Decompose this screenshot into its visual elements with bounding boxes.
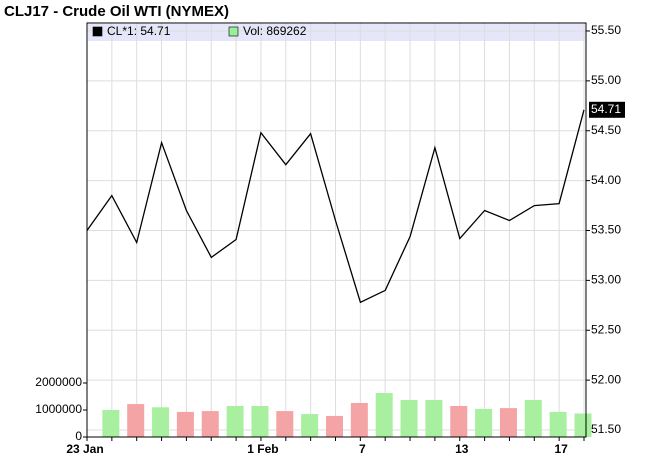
volume-bar <box>375 392 393 437</box>
separator: : <box>260 24 267 38</box>
volume-bar <box>226 405 244 437</box>
volume-bar <box>127 404 145 437</box>
last-value-box <box>589 101 625 118</box>
volume-bar <box>574 413 592 437</box>
y-tick-label: 54.00 <box>591 173 621 187</box>
volume-tick-label: 2000000 <box>35 375 82 389</box>
y-tick-label: 55.50 <box>591 23 621 37</box>
legend-entry: CL*1: 54.71 <box>107 24 171 38</box>
y-tick-label: 51.50 <box>591 422 621 436</box>
price-value: 54.71 <box>140 24 170 38</box>
separator: : <box>134 24 141 38</box>
y-tick-label: 53.00 <box>591 273 621 287</box>
volume-value: 869262 <box>266 24 306 38</box>
y-tick-label: 54.50 <box>591 123 621 137</box>
volume-name: Vol <box>243 24 260 38</box>
x-tick-label: 23 Jan <box>66 442 103 456</box>
volume-bar <box>276 411 294 437</box>
plot-frame <box>86 22 587 438</box>
volume-bar <box>102 410 120 437</box>
volume-bar <box>251 405 269 437</box>
x-tick-label: 13 <box>455 442 469 456</box>
volume-bar <box>450 405 468 437</box>
legend-entry: Vol: 869262 <box>243 24 307 38</box>
last-value-label: 54.71 <box>591 102 621 116</box>
price-name: CL*1 <box>107 24 134 38</box>
volume-bar <box>524 400 542 437</box>
volume-bar <box>350 402 368 437</box>
volume-bar <box>549 411 567 437</box>
legend-swatch <box>92 26 103 37</box>
y-tick-label: 55.00 <box>591 73 621 87</box>
volume-bar <box>301 414 319 437</box>
x-tick-label: 1 Feb <box>247 442 278 456</box>
volume-tick-label: 1000000 <box>35 402 82 416</box>
legend-band <box>88 24 585 41</box>
volume-bar <box>475 408 493 437</box>
volume-bar <box>400 400 418 437</box>
y-tick-label: 52.00 <box>591 372 621 386</box>
chart-title: CLJ17 - Crude Oil WTI (NYMEX) <box>4 3 229 20</box>
volume-bar <box>176 411 194 437</box>
volume-bar <box>152 407 170 437</box>
volume-tick-label: 0 <box>75 429 82 443</box>
x-tick-label: 7 <box>359 442 366 456</box>
price-line <box>86 109 585 304</box>
y-tick-label: 52.50 <box>591 322 621 336</box>
legend-swatch <box>228 26 239 37</box>
y-tick-label: 53.50 <box>591 223 621 237</box>
x-tick-label: 17 <box>554 442 568 456</box>
volume-bar <box>499 408 517 437</box>
volume-bar <box>201 411 219 437</box>
volume-bar <box>425 400 443 437</box>
volume-bar <box>326 415 343 437</box>
